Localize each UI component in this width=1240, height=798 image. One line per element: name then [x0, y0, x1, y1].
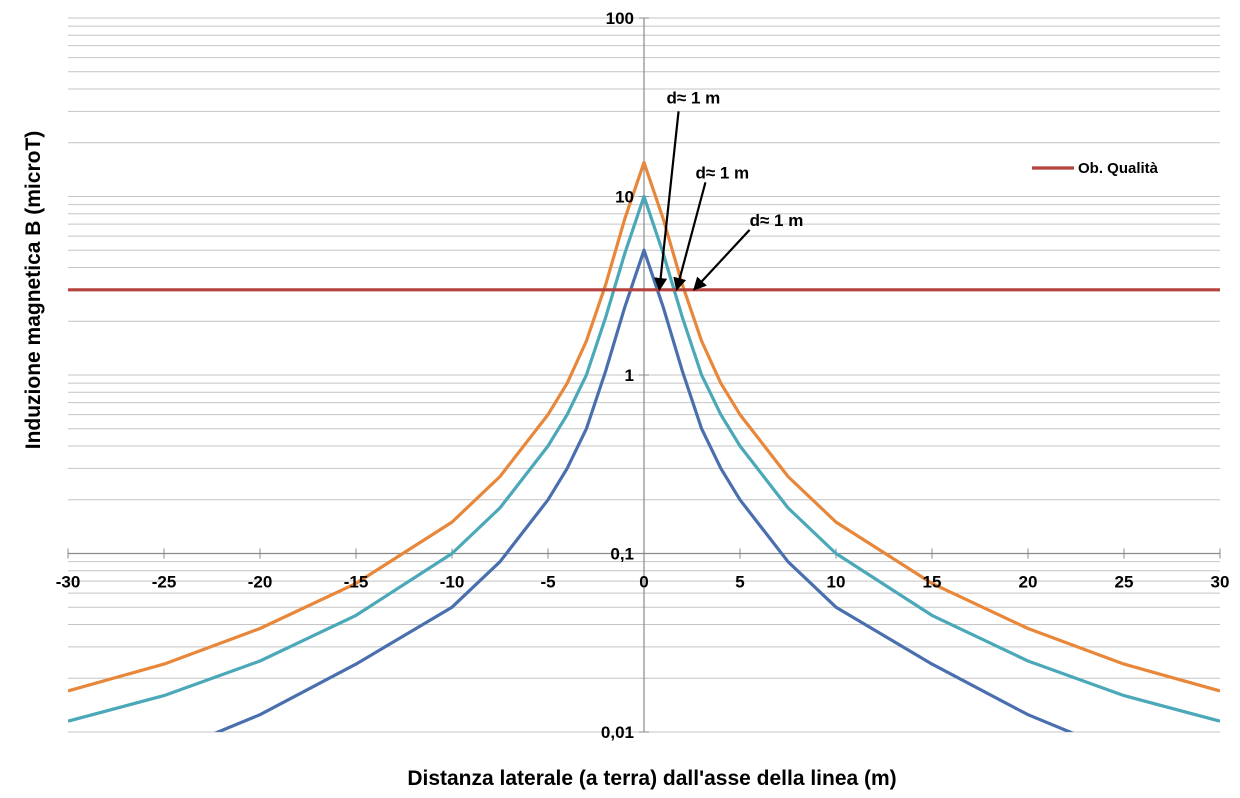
- tick-labels: -30 -25 -20 -15 -10 -5 0 5 10 15 20 25 30 0,01 0,1 1 10 1…: [56, 9, 1230, 742]
- annotation-arrow: [693, 229, 751, 291]
- y-tick-label: 10: [615, 188, 634, 207]
- x-tick-label: -10: [440, 573, 465, 592]
- legend-label: Ob. Qualità: [1078, 160, 1159, 177]
- series-line-1: [68, 160, 1220, 693]
- x-tick-label: 30: [1211, 573, 1230, 592]
- series-line-2: [68, 194, 1220, 723]
- annotation-label: d≈ 1 m: [750, 211, 804, 230]
- x-tick-label: 10: [827, 573, 846, 592]
- annotations: d≈ 1 m d≈ 1 m d≈ 1 m: [654, 88, 804, 292]
- y-tick-label: 0,1: [610, 545, 634, 564]
- x-tick-label: -5: [540, 573, 555, 592]
- axes: [67, 17, 1221, 733]
- x-tick-label: -20: [248, 573, 273, 592]
- x-tick-label: 15: [923, 573, 942, 592]
- x-tick-label: 25: [1115, 573, 1134, 592]
- x-tick-label: 5: [735, 573, 744, 592]
- x-tick-label: -25: [152, 573, 177, 592]
- y-tick-label: 0,01: [601, 723, 634, 742]
- x-tick-label: 20: [1019, 573, 1038, 592]
- annotation-arrow: [673, 182, 707, 292]
- y-tick-label: 1: [625, 366, 634, 385]
- x-axis-title: Distanza laterale (a terra) dall'asse de…: [407, 767, 896, 790]
- y-tick-label: 100: [606, 9, 634, 28]
- x-tick-label: -15: [344, 573, 369, 592]
- x-tick-label: -30: [56, 573, 81, 592]
- series-lines: [68, 160, 1220, 732]
- annotation-label: d≈ 1 m: [695, 163, 749, 182]
- series-line-3: [213, 248, 1075, 732]
- annotation-label: d≈ 1 m: [667, 88, 721, 107]
- annotation-arrow: [654, 111, 680, 292]
- legend: Ob. Qualità: [1032, 160, 1159, 177]
- x-tick-label: 0: [639, 573, 648, 592]
- y-axis-title: Induzione magnetica B (microT): [22, 131, 45, 450]
